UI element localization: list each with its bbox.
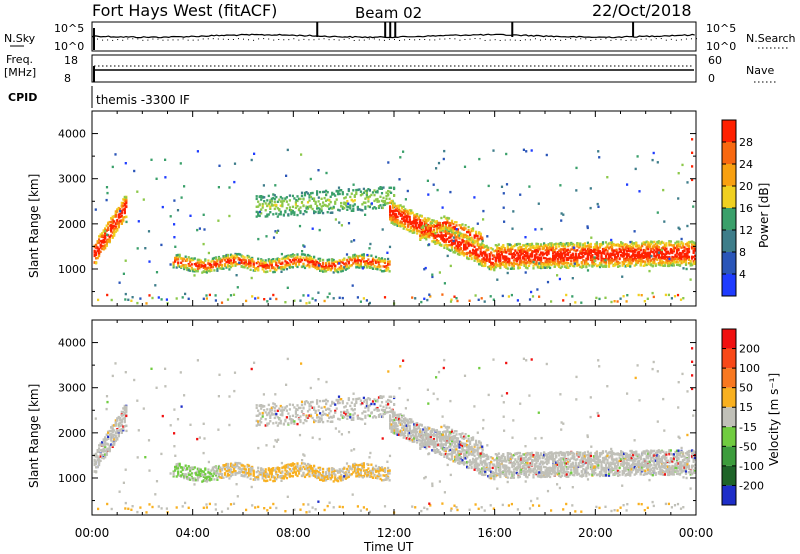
- freq-tick-low: 8: [64, 72, 71, 85]
- nsearch-tick-high: 10^5: [706, 22, 736, 35]
- velocity-y-tick-label: 1000: [58, 472, 86, 485]
- colorbar-tick-label: 15: [739, 401, 753, 414]
- velocity-scatter: [93, 347, 697, 514]
- nsearch-tick-low: 10^0: [706, 40, 736, 53]
- velocity-y-axis: 1000 2000 3000 4000: [58, 320, 697, 515]
- colorbar-tick-label: 100: [739, 362, 760, 375]
- colorbar-swatch: [722, 252, 736, 274]
- nsky-tick-low: 10^0: [54, 40, 84, 53]
- colorbar-swatch: [722, 407, 736, 427]
- colorbar-swatch: [722, 368, 736, 388]
- colorbar-swatch: [722, 230, 736, 252]
- colorbar-swatch: [722, 329, 736, 349]
- date-title: 22/Oct/2018: [592, 1, 692, 20]
- power-panel: 1000 2000 3000 4000 Slant Range [km] 4 8 12 16…: [27, 110, 771, 307]
- nave-tick-low: 0: [708, 72, 715, 85]
- velocity-y-tick-label: 2000: [58, 427, 86, 440]
- freq-tick-high: 18: [64, 54, 78, 67]
- colorbar-swatch: [722, 120, 736, 142]
- freq-label-2: [MHz]: [4, 66, 36, 79]
- velocity-colorbar-label: Velocity [m s⁻¹]: [767, 373, 781, 466]
- x-tick-label: 08:00: [276, 526, 311, 540]
- power-y-tick-label: 2000: [58, 218, 86, 231]
- power-scatter: [93, 138, 697, 305]
- freq-panel: Freq. [MHz] 18 8 60 0 Nave: [4, 53, 776, 85]
- x-tick-label: 20:00: [578, 526, 613, 540]
- colorbar-swatch: [722, 446, 736, 466]
- nsky-label: N.Sky: [4, 32, 36, 45]
- colorbar-tick-label: -15: [739, 421, 757, 434]
- colorbar-swatch: [722, 164, 736, 186]
- x-tick-label: 00:00: [75, 526, 110, 540]
- freq-trace: [93, 65, 694, 82]
- colorbar-tick-label: 4: [739, 268, 746, 281]
- x-tick-label: 16:00: [477, 526, 512, 540]
- x-tick-label: 04:00: [175, 526, 210, 540]
- velocity-colorbar: -200 -100 -50 -15 15 50 100 200: [721, 328, 764, 506]
- site-title: Fort Hays West (fitACF): [92, 1, 277, 20]
- colorbar-tick-label: 8: [739, 246, 746, 259]
- colorbar-tick-label: 20: [739, 180, 753, 193]
- power-colorbar: 4 8 12 16 20 24 28: [721, 119, 753, 297]
- velocity-y-tick-label: 3000: [58, 382, 86, 395]
- cpid-value: themis -3300 IF: [96, 93, 190, 107]
- power-colorbar-label: Power [dB]: [757, 183, 771, 248]
- colorbar-swatch: [722, 426, 736, 447]
- colorbar-swatch: [722, 485, 736, 505]
- colorbar-tick-label: 200: [739, 343, 760, 356]
- time-x-axis: 00:00 04:00 08:00 12:00 16:00 20:00 00:00: [75, 526, 714, 540]
- beam-title: Beam 02: [355, 4, 422, 22]
- colorbar-tick-label: -50: [739, 440, 757, 453]
- power-ylabel: Slant Range [km]: [27, 174, 41, 278]
- colorbar-swatch: [722, 186, 736, 208]
- power-y-axis: 1000 2000 3000 4000: [58, 111, 697, 306]
- colorbar-tick-label: 24: [739, 158, 753, 171]
- velocity-ylabel: Slant Range [km]: [27, 384, 41, 488]
- nave-label: Nave: [746, 64, 774, 77]
- colorbar-tick-label: 28: [739, 136, 753, 149]
- power-y-tick-label: 4000: [58, 128, 86, 141]
- power-y-tick-label: 1000: [58, 263, 86, 276]
- x-tick-label: 00:00: [679, 526, 714, 540]
- colorbar-tick-label: 12: [739, 224, 753, 237]
- nsearch-label: N.Search: [746, 32, 796, 45]
- nave-tick-high: 60: [708, 54, 722, 67]
- colorbar-swatch: [722, 208, 736, 230]
- colorbar-swatch: [722, 387, 736, 408]
- colorbar-swatch: [722, 348, 736, 369]
- x-axis-label: Time UT: [363, 540, 414, 554]
- colorbar-tick-label: 50: [739, 382, 753, 395]
- colorbar-tick-label: -100: [739, 460, 764, 473]
- colorbar-swatch: [722, 274, 736, 296]
- cpid-label: CPID: [8, 91, 37, 104]
- colorbar-tick-label: 16: [739, 202, 753, 215]
- nsky-trace: [91, 22, 697, 50]
- x-tick-label: 12:00: [377, 526, 412, 540]
- colorbar-tick-label: -200: [739, 479, 764, 492]
- freq-label-1: Freq.: [6, 53, 33, 66]
- colorbar-swatch: [722, 465, 736, 486]
- colorbar-swatch: [722, 142, 736, 164]
- nsky-tick-high: 10^5: [54, 22, 84, 35]
- nsky-panel: N.Sky 10^5 10^0 10^5 10^0 N.Search: [4, 21, 796, 53]
- velocity-y-tick-label: 4000: [58, 337, 86, 350]
- power-y-tick-label: 3000: [58, 173, 86, 186]
- velocity-panel: 1000 2000 3000 4000 Slant Range [km] -200 -1…: [27, 319, 781, 516]
